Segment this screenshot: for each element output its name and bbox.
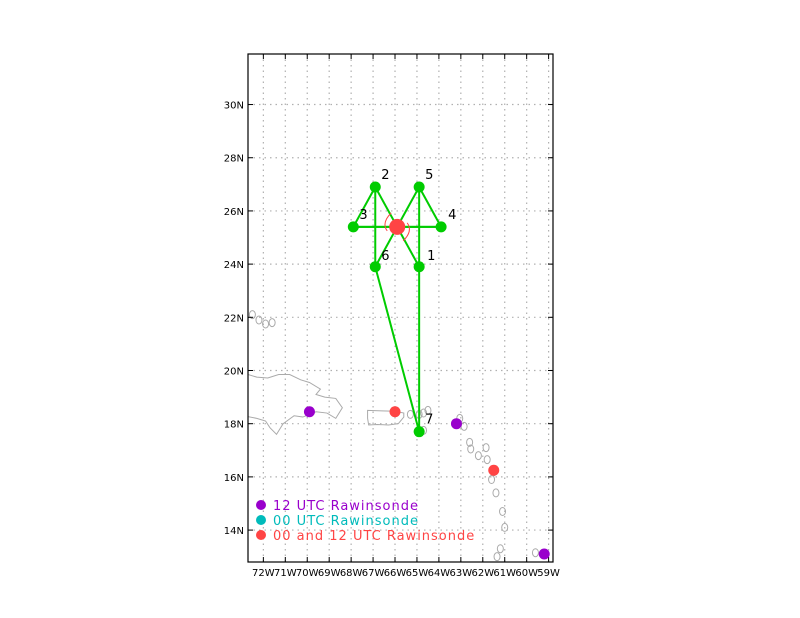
flight-point-label: 7 — [425, 413, 433, 428]
lat-tick-label: 20N — [224, 367, 244, 378]
small-island-outline — [424, 405, 432, 415]
small-island-outline — [474, 451, 482, 461]
flight-point-label: 2 — [381, 168, 389, 183]
legend-label: 12 UTC Rawinsonde — [273, 499, 419, 514]
flight-point-label: 3 — [359, 208, 367, 223]
lat-tick-label: 28N — [224, 154, 244, 165]
flight-point-label: 1 — [427, 249, 435, 264]
lon-tick-label: 63W — [450, 568, 473, 579]
lon-tick-label: 67W — [362, 568, 385, 579]
small-island-outline — [248, 310, 256, 320]
lon-tick-label: 71W — [274, 568, 297, 579]
storm-arm — [402, 222, 410, 242]
rawinsonde-sites — [303, 406, 550, 560]
lon-tick-label: 70W — [296, 568, 319, 579]
rawinsonde-marker — [389, 406, 401, 418]
small-island-outline — [483, 455, 491, 465]
lon-tick-label: 66W — [384, 568, 407, 579]
legend-marker — [256, 500, 266, 510]
island-outline — [248, 373, 343, 436]
rawinsonde-marker — [450, 418, 462, 430]
legend-label: 00 and 12 UTC Rawinsonde — [273, 529, 475, 544]
small-island-outline — [492, 488, 500, 498]
lon-tick-label: 64W — [428, 568, 451, 579]
storm-center — [384, 212, 410, 242]
rawinsonde-marker — [488, 464, 500, 476]
lon-tick-label: 59W — [537, 568, 560, 579]
flight-points: 1 2 3 4 5 6 7 — [347, 168, 456, 438]
gridlines — [248, 54, 553, 562]
small-island-outline — [501, 522, 509, 532]
small-island-outline — [466, 437, 474, 447]
small-island-outline — [488, 475, 496, 485]
small-island-outline — [496, 544, 504, 554]
rawinsonde-marker — [303, 406, 315, 418]
flight-point-label: 4 — [448, 208, 456, 223]
flight-point-marker — [413, 426, 425, 438]
lat-tick-label: 16N — [224, 473, 244, 484]
legend-label: 00 UTC Rawinsonde — [273, 514, 419, 529]
legend-marker — [256, 530, 266, 540]
small-island-outline — [467, 444, 475, 454]
small-island-outline — [420, 408, 428, 418]
flight-point-label: 5 — [425, 168, 433, 183]
flight-point-marker — [413, 261, 425, 273]
lon-tick-label: 65W — [406, 568, 429, 579]
lon-tick-label: 62W — [471, 568, 494, 579]
storm-arm — [384, 212, 392, 232]
flight-point-marker — [369, 181, 381, 193]
legend-marker — [256, 515, 266, 525]
flight-point-marker — [413, 181, 425, 193]
lat-tick-label: 24N — [224, 260, 244, 271]
flight-point-marker — [347, 221, 359, 233]
axis-ticks: 72W 71W 70W 69W 68W 67W 66W 65W 64W 63W 62W 61W 60W 5… — [224, 54, 560, 579]
small-island-outline — [262, 319, 270, 329]
small-island-outline — [531, 548, 539, 558]
flight-point-marker — [435, 221, 447, 233]
lat-tick-label: 14N — [224, 526, 244, 537]
tropical-cyclone-icon — [389, 218, 406, 235]
plot-frame — [247, 53, 554, 563]
small-island-outline — [482, 443, 490, 453]
small-island-outline — [460, 421, 468, 431]
small-island-outline — [493, 552, 501, 562]
lat-tick-label: 30N — [224, 101, 244, 112]
rawinsonde-marker — [538, 548, 550, 560]
lat-tick-label: 26N — [224, 207, 244, 218]
lon-tick-label: 60W — [515, 568, 538, 579]
small-island-outline — [499, 506, 507, 516]
lat-tick-label: 18N — [224, 420, 244, 431]
lon-tick-label: 68W — [340, 568, 363, 579]
small-island-outline — [268, 318, 276, 328]
lon-tick-label: 69W — [318, 568, 341, 579]
flight-point-label: 6 — [381, 249, 389, 264]
lon-tick-label: 61W — [493, 568, 516, 579]
small-island-outline — [406, 409, 414, 419]
lat-tick-label: 22N — [224, 313, 244, 324]
flight-point-marker — [369, 261, 381, 273]
small-island-outline — [255, 315, 263, 325]
lon-tick-label: 72W — [252, 568, 275, 579]
